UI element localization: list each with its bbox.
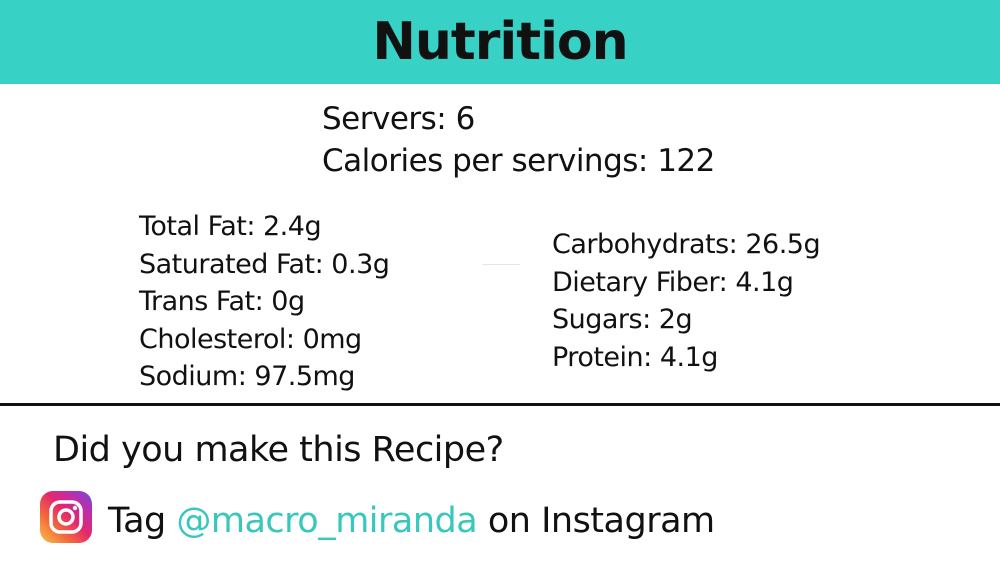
servers-text: Servers: 6: [322, 101, 475, 137]
nutrients-left-column: Total Fat: 2.4g Saturated Fat: 0.3g Tran…: [139, 208, 390, 396]
nutrient-cholesterol: Cholesterol: 0mg: [139, 323, 362, 355]
nutrient-protein: Protein: 4.1g: [552, 341, 718, 373]
cta-heading: Did you make this Recipe?: [53, 430, 504, 470]
nutrient-sugars: Sugars: 2g: [552, 304, 693, 335]
faint-divider-mark: [482, 264, 520, 265]
header-bar: Nutrition: [0, 0, 1000, 84]
calories-text: Calories per servings: 122: [322, 143, 715, 179]
nutrient-sodium: Sodium: 97.5mg: [139, 361, 355, 392]
serving-summary: Servers: 6 Calories per servings: 122: [322, 98, 715, 182]
nutrient-trans-fat: Trans Fat: 0g: [139, 286, 305, 317]
instagram-handle: @macro_miranda: [176, 501, 478, 541]
section-divider: [0, 403, 1000, 406]
nutrient-total-fat: Total Fat: 2.4g: [139, 211, 322, 242]
nutrient-carbohydrates: Carbohydrats: 26.5g: [552, 229, 821, 260]
nutrient-dietary-fiber: Dietary Fiber: 4.1g: [552, 266, 794, 298]
instagram-icon: [40, 491, 92, 543]
tag-suffix: on Instagram: [477, 501, 715, 541]
instagram-tag-line: Tag @macro_miranda on Instagram: [108, 497, 715, 545]
page-title: Nutrition: [372, 12, 628, 72]
tag-prefix: Tag: [108, 501, 177, 541]
nutrients-right-column: Carbohydrats: 26.5g Dietary Fiber: 4.1g …: [552, 226, 821, 376]
nutrient-saturated-fat: Saturated Fat: 0.3g: [139, 248, 390, 280]
